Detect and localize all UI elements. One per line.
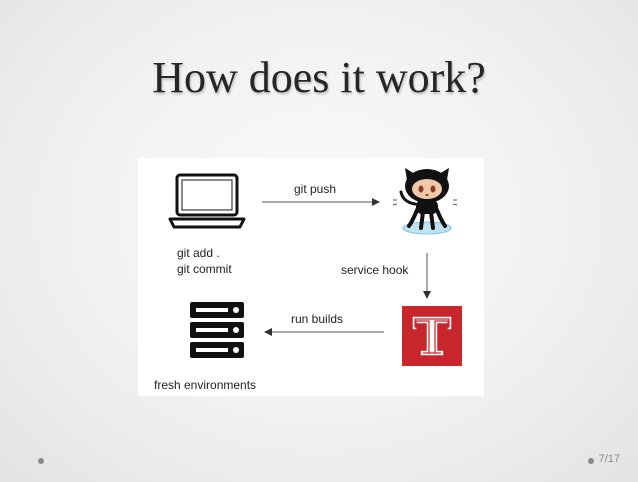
fresh-environments-label: fresh environments <box>154 378 257 392</box>
service-hook-label: service hook <box>341 263 409 277</box>
slide-title: How does it work? <box>152 53 486 102</box>
run-builds-arrow <box>264 328 384 336</box>
server-stack-icon <box>190 302 244 358</box>
git-push-label: git push <box>294 182 337 196</box>
git-commit-label: git commit <box>177 262 232 276</box>
service-hook-arrow <box>423 253 431 299</box>
run-builds-label: run builds <box>291 312 344 326</box>
laptop-icon <box>168 173 246 229</box>
travis-t-icon <box>402 306 462 366</box>
git-add-label: git add . <box>177 246 220 260</box>
octocat-icon <box>392 168 458 235</box>
footer-left-dot <box>38 458 44 464</box>
page-number: 7/17 <box>598 453 620 465</box>
footer-right-dot <box>588 458 594 464</box>
git-push-arrow <box>262 198 380 206</box>
